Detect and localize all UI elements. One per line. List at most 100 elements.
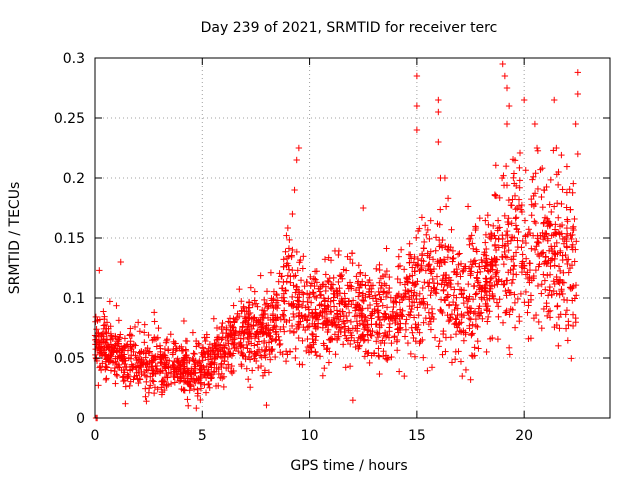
data-point <box>512 222 520 229</box>
data-point <box>215 365 222 373</box>
data-point <box>107 330 115 337</box>
data-point <box>465 280 472 288</box>
data-point <box>555 229 562 236</box>
data-point <box>492 192 500 200</box>
data-point <box>503 227 511 235</box>
data-point <box>272 328 279 336</box>
data-point <box>294 303 301 311</box>
data-point <box>95 344 102 351</box>
data-point <box>226 315 234 322</box>
data-point <box>365 288 373 295</box>
data-point <box>238 341 245 349</box>
data-point <box>381 280 388 288</box>
data-point <box>416 225 423 232</box>
data-point <box>286 327 294 335</box>
data-point <box>566 186 573 193</box>
data-point <box>292 354 299 362</box>
data-point <box>267 333 274 341</box>
data-point <box>257 272 264 279</box>
data-point <box>531 246 539 254</box>
data-point <box>220 373 228 380</box>
data-point <box>263 325 270 332</box>
data-point <box>545 308 552 315</box>
data-point <box>280 323 287 331</box>
data-point <box>376 370 383 378</box>
data-point <box>442 242 449 250</box>
data-point <box>169 349 176 356</box>
data-point <box>304 316 311 324</box>
data-point <box>184 396 191 403</box>
data-point <box>397 311 405 318</box>
data-point <box>395 290 403 298</box>
data-point <box>511 299 519 307</box>
data-point <box>267 302 275 309</box>
data-point <box>364 279 372 286</box>
data-point <box>569 322 577 330</box>
data-point <box>382 329 389 337</box>
data-point <box>483 255 490 262</box>
data-point <box>342 364 349 371</box>
data-point <box>394 326 401 333</box>
data-point <box>542 253 550 260</box>
data-point <box>470 310 477 317</box>
data-point <box>364 337 372 344</box>
data-point <box>181 354 188 361</box>
data-point <box>424 367 431 374</box>
data-point <box>289 210 296 218</box>
y-axis-label: SRMTID / TECUs <box>7 182 23 295</box>
data-point <box>429 275 436 283</box>
data-point <box>570 226 577 234</box>
data-point <box>280 312 287 320</box>
data-point <box>236 285 243 293</box>
data-point <box>111 344 118 352</box>
data-point <box>447 244 454 251</box>
data-point <box>500 281 507 288</box>
data-point <box>538 324 545 332</box>
data-point <box>415 312 422 319</box>
data-point <box>324 302 331 309</box>
data-point <box>404 339 412 347</box>
data-point <box>550 203 558 210</box>
data-point <box>272 337 279 344</box>
data-point <box>195 341 203 349</box>
data-point <box>373 298 380 305</box>
data-point <box>307 282 314 289</box>
data-point <box>462 366 470 374</box>
data-point <box>313 294 320 302</box>
data-point <box>448 310 456 318</box>
data-point <box>426 261 433 268</box>
data-point <box>244 334 251 341</box>
data-point <box>250 352 258 360</box>
data-point <box>380 332 388 340</box>
data-point <box>569 189 576 196</box>
data-point <box>334 311 341 318</box>
data-point <box>113 371 120 378</box>
data-point <box>178 343 185 350</box>
data-point <box>501 248 508 256</box>
data-point <box>332 351 339 358</box>
data-point <box>407 255 415 262</box>
data-point <box>486 279 494 287</box>
data-point <box>293 283 300 290</box>
data-point <box>551 262 558 269</box>
data-point <box>450 254 457 262</box>
data-point <box>516 164 523 172</box>
data-point <box>469 261 476 268</box>
data-point <box>502 242 509 249</box>
data-point <box>327 284 334 292</box>
data-point <box>252 357 260 365</box>
data-point <box>516 317 523 325</box>
data-point <box>474 337 481 345</box>
data-point <box>329 336 336 343</box>
data-point <box>244 326 251 333</box>
data-point <box>440 286 447 294</box>
data-point <box>135 356 143 363</box>
data-point <box>505 196 513 204</box>
data-point <box>325 278 332 286</box>
data-point <box>427 217 434 224</box>
data-point <box>377 284 385 292</box>
data-point <box>475 279 482 286</box>
data-point <box>515 228 522 236</box>
data-point <box>562 311 569 318</box>
data-point <box>442 348 449 355</box>
